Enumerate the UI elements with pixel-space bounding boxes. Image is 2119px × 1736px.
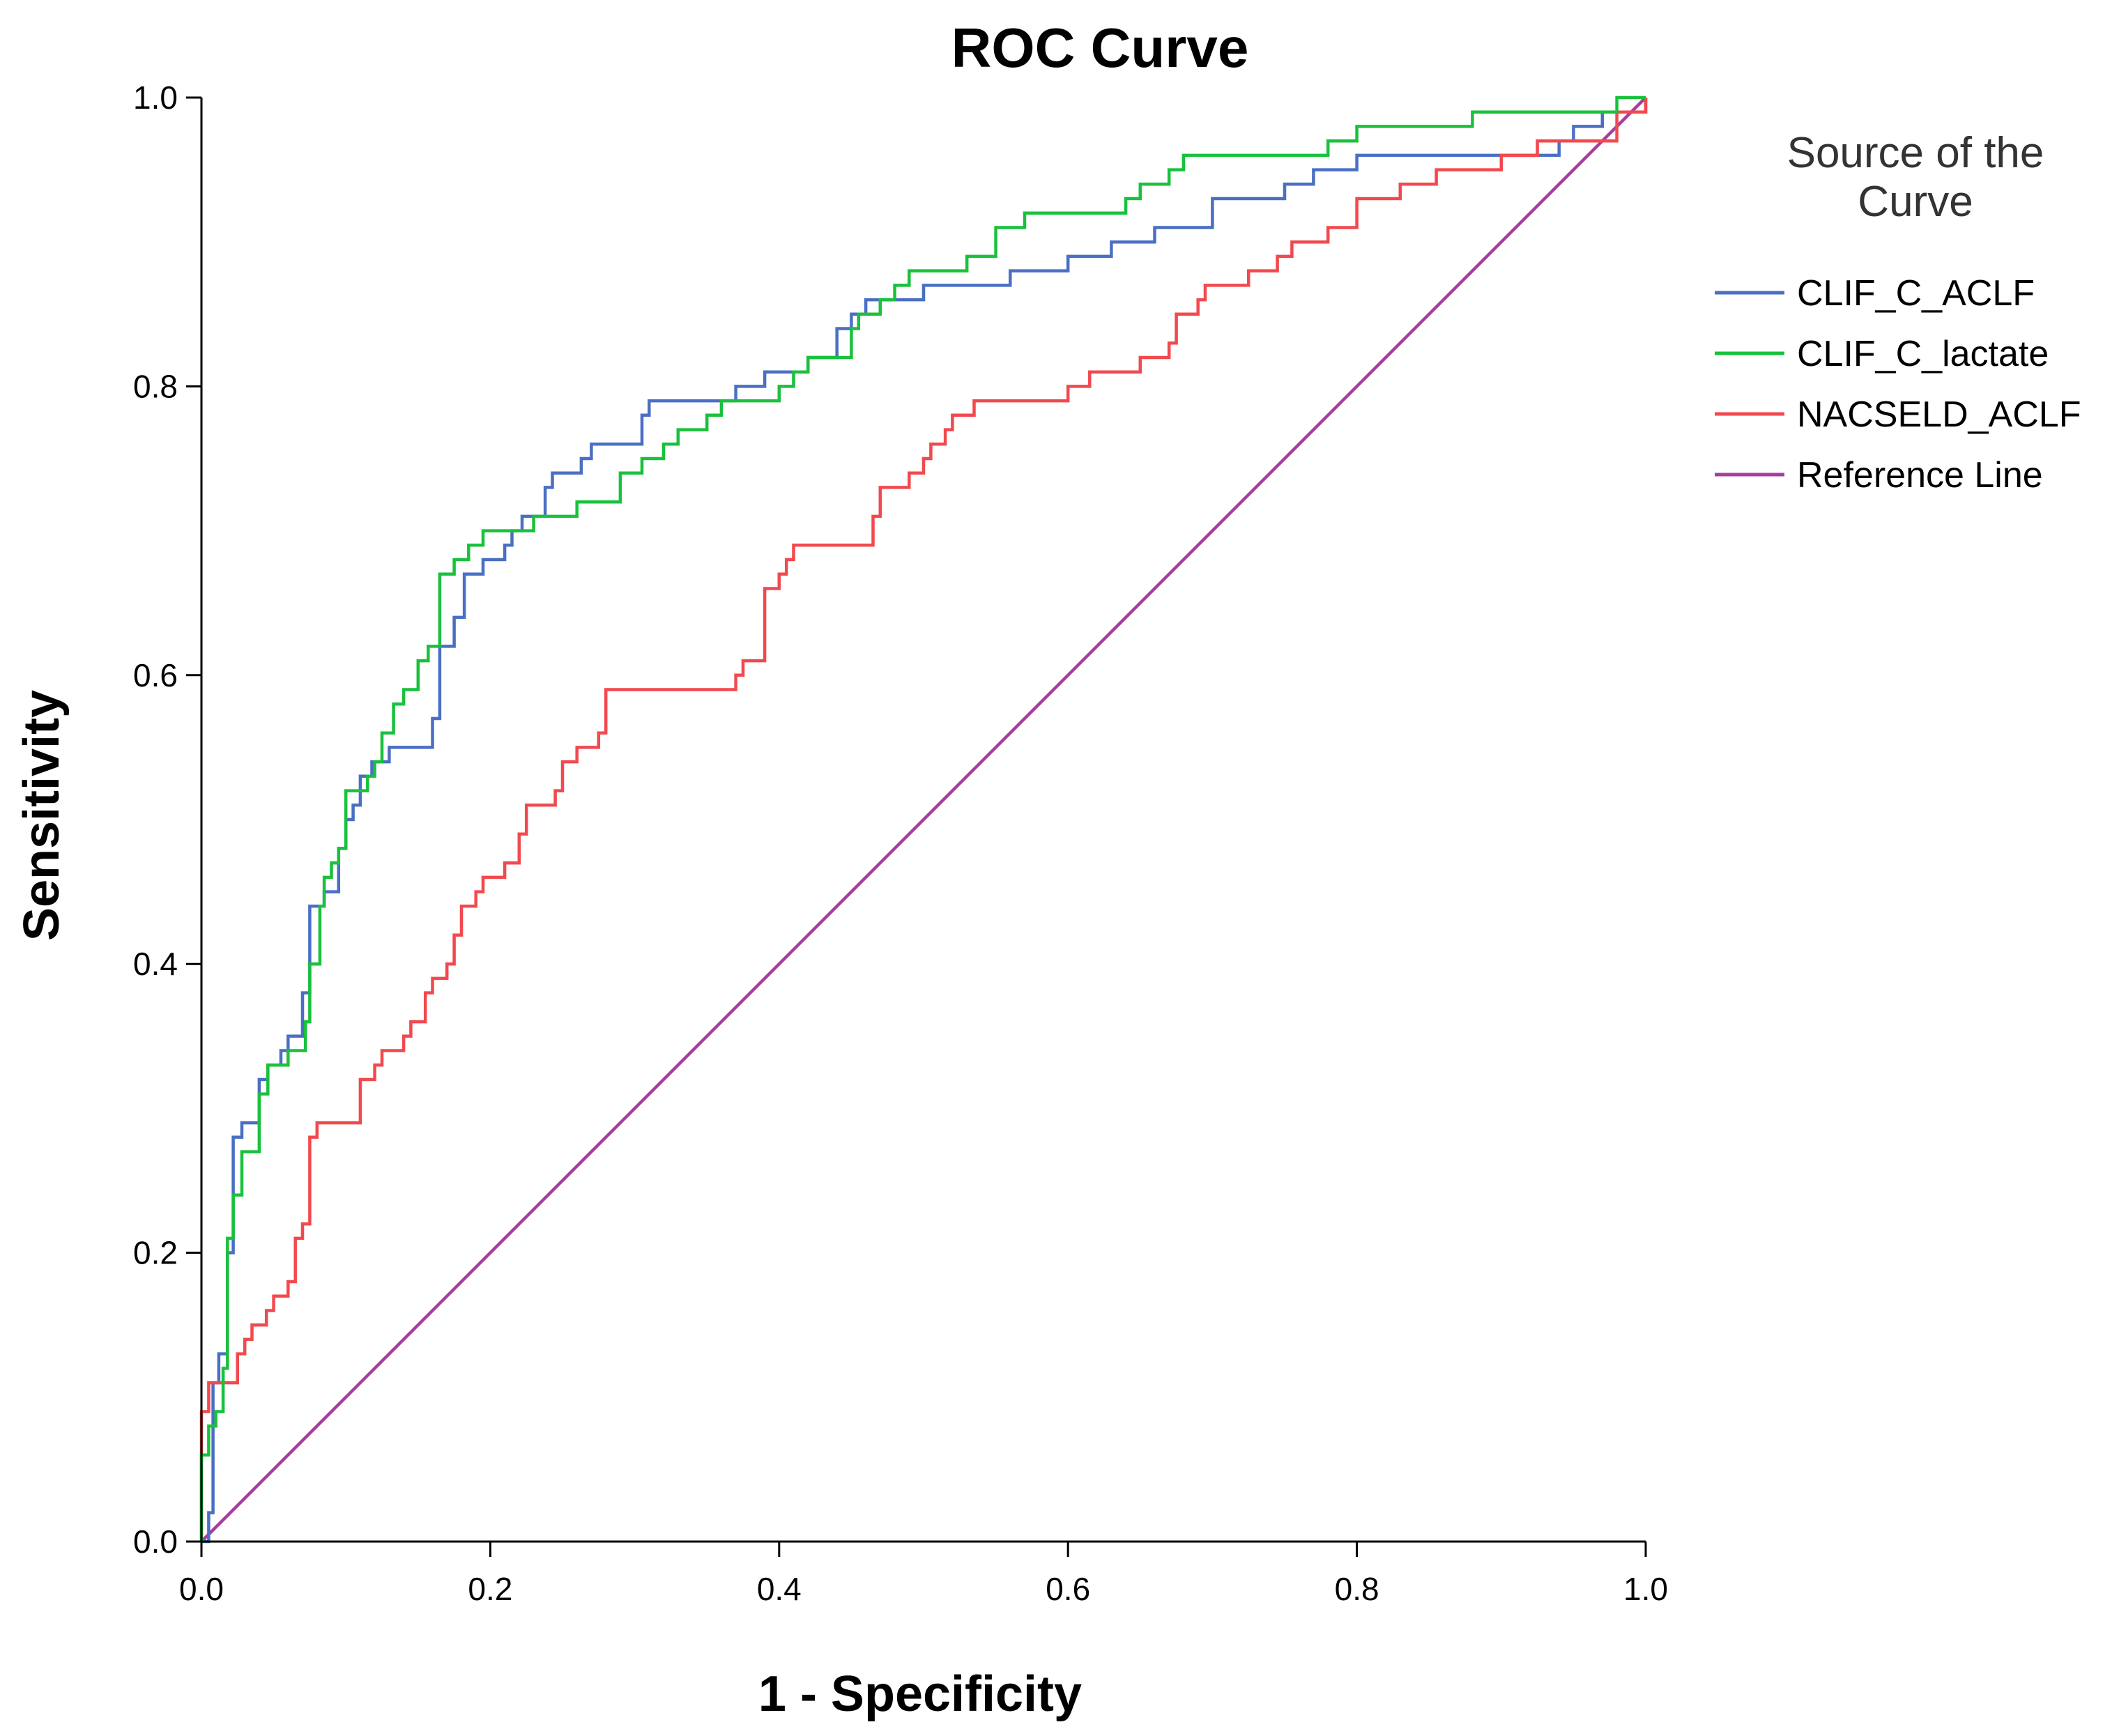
y-tick-label-4: 0.8	[133, 368, 178, 404]
x-tick-label-1: 0.2	[468, 1571, 512, 1607]
x-axis-label: 1 - Specificity	[758, 1666, 1082, 1722]
series-line-nacseld-aclf	[199, 98, 1648, 1542]
ticks-layer: 0.0 0.2 0.4 0.6 0.8 1.0 0.0 0.2 0.4 0.6 0.8 1.0	[133, 79, 1668, 1607]
legend-items: CLIF_C_ACLF CLIF_C_lactate NACSELD_ACLF Ref…	[1715, 273, 2081, 496]
legend-label-clif-c-lactate: CLIF_C_lactate	[1797, 334, 2049, 374]
x-tick-label-4: 0.8	[1335, 1571, 1379, 1607]
x-tick-label-5: 1.0	[1623, 1571, 1668, 1607]
series-layer	[199, 95, 1648, 1544]
x-tick-label-3: 0.6	[1046, 1571, 1090, 1607]
y-tick-label-2: 0.4	[133, 946, 178, 982]
legend-label-clif-c-aclf: CLIF_C_ACLF	[1797, 273, 2035, 314]
x-tick-label-0: 0.0	[179, 1571, 224, 1607]
x-tick-label-2: 0.4	[757, 1571, 802, 1607]
legend: Source of the Curve CLIF_C_ACLF CLIF_C_la…	[1715, 129, 2081, 496]
chart-title: ROC Curve	[951, 17, 1249, 79]
y-tick-label-3: 0.6	[133, 657, 178, 693]
legend-title-line-1: Source of the	[1787, 129, 2044, 177]
legend-label-nacseld-aclf: NACSELD_ACLF	[1797, 394, 2081, 435]
y-tick-label-1: 0.2	[133, 1235, 178, 1271]
legend-title-line-2: Curve	[1858, 178, 1973, 226]
axes-layer	[200, 98, 1646, 1543]
series-line-clif-c-lactate	[199, 95, 1646, 1542]
y-tick-label-5: 1.0	[133, 79, 178, 116]
series-line-reference-line	[200, 96, 1647, 1543]
y-tick-label-0: 0.0	[133, 1523, 178, 1560]
y-axis-label: Sensitivity	[14, 690, 70, 941]
legend-label-reference-line: Reference Line	[1797, 455, 2043, 496]
